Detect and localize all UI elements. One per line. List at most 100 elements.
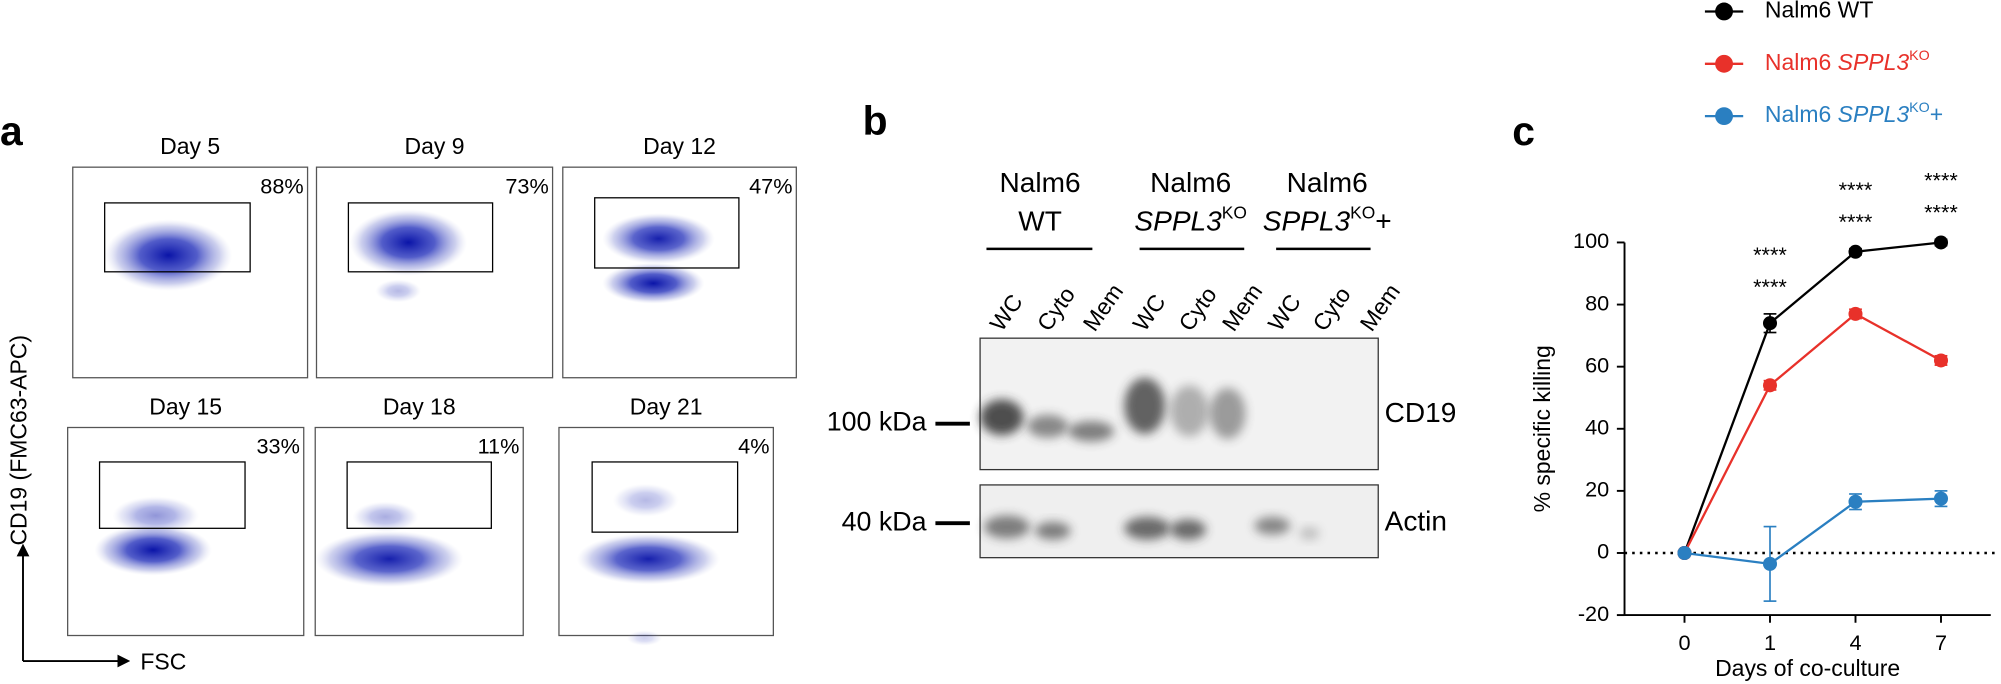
gate [591,461,739,533]
data-point [1848,494,1863,509]
plot-frame [315,166,554,379]
text-part: KO [1909,48,1930,64]
rich-text: Nalm6 WT [1765,0,1873,23]
x-tick-label: 7 [1935,630,1947,655]
text-part: KO [1222,202,1247,222]
density-blob [315,530,464,588]
y-tick-label: 20 [1585,477,1609,502]
y-tick-label: 80 [1585,290,1609,315]
x-axis-label: FSC [140,649,186,675]
y-tick-label: 60 [1585,352,1609,377]
data-point [1677,545,1692,561]
blot-band [1254,516,1291,535]
text-part: + [1375,206,1391,237]
lane-label: Cyto [1307,282,1355,336]
gate-percent: 73% [505,173,548,198]
y-tick-label: 0 [1597,539,1609,564]
data-point [1933,235,1949,250]
legend-marker [1715,2,1733,21]
text-part: SPPL3 [1838,49,1910,75]
density-blob [104,219,233,291]
lane-label: Mem [1078,279,1129,336]
band-label: Actin [1385,506,1447,537]
x-tick-label: 0 [1678,630,1690,655]
data-point [1933,353,1949,368]
plot-title: Day 5 [160,133,220,159]
panel-label: a [0,108,23,154]
lane-label: Cyto [1173,282,1221,336]
data-point [1848,244,1863,259]
data-point [1933,491,1949,506]
plot-title: Day 9 [405,133,465,159]
text-part: Nalm6 WT [1765,0,1873,23]
rich-text: SPPL3KO+ [1263,202,1392,237]
density-blob [94,524,212,576]
significance: **** [1924,168,1958,193]
series-line [1684,497,1942,566]
rich-text: WT [1018,206,1062,237]
blot-band [1124,516,1171,540]
rich-text: Nalm6 SPPL3KO+ [1765,100,1943,127]
blot-band [1170,519,1206,540]
blot-band [980,399,1024,436]
marker-label: 100 kDa [827,407,927,437]
data-point [1848,306,1863,321]
text-part: Nalm6 [1765,101,1838,127]
gate [346,461,492,529]
significance: **** [1924,200,1958,225]
significance: **** [1839,209,1873,234]
plot-frame [314,426,524,637]
text-part: SPPL3 [1263,206,1351,237]
x-tick-label: 1 [1764,630,1776,655]
data-point [1762,378,1778,393]
panel-label: b [863,98,888,144]
gate-percent: 88% [260,173,303,198]
lane-label: Mem [1355,279,1406,336]
plot-title: Day 12 [643,133,716,159]
lane-label: WC [984,289,1027,335]
density-blob [349,209,468,276]
density-blob [602,213,715,265]
data-point [1762,556,1778,571]
text-part: KO [1350,202,1375,222]
marker-label: 40 kDa [842,506,927,536]
density-blob [602,262,705,304]
significance: **** [1839,177,1873,202]
panel-label: c [1512,108,1535,154]
significance: **** [1753,274,1787,299]
density-blob [352,501,419,533]
lane-label: Mem [1217,279,1268,336]
density-blob [375,279,422,303]
gate-percent: 11% [478,434,520,459]
plot-title: Day 15 [149,393,222,419]
rich-text: Nalm6 [1287,167,1368,198]
text-part: Nalm6 [1765,49,1838,75]
significance: **** [1753,242,1787,267]
blot-band [1068,421,1115,442]
rich-text: Nalm6 [1150,167,1231,198]
gate [347,202,494,273]
lane-label: Cyto [1032,282,1080,336]
plot-title: Day 18 [383,393,456,419]
y-axis-label: CD19 (FMC63-APC) [6,335,32,546]
legend-marker [1715,54,1733,73]
y-tick-label: -20 [1578,601,1609,626]
gate-percent: 33% [256,434,299,459]
text-part: Nalm6 [1287,167,1368,198]
density-blob [612,483,679,517]
density-blob [626,630,663,646]
text-part: SPPL3 [1134,206,1222,237]
density-blob [112,496,200,535]
blot-band [1170,385,1209,437]
y-tick-label: 100 [1573,228,1609,253]
text-part: Nalm6 [1000,167,1081,198]
series-line [1683,241,1942,554]
y-tick-label: 40 [1585,415,1609,440]
band-label: CD19 [1385,397,1457,428]
text-part: KO [1909,100,1930,116]
text-part: + [1930,101,1943,127]
lane-label: WC [1127,289,1170,335]
density-blob [576,533,720,585]
